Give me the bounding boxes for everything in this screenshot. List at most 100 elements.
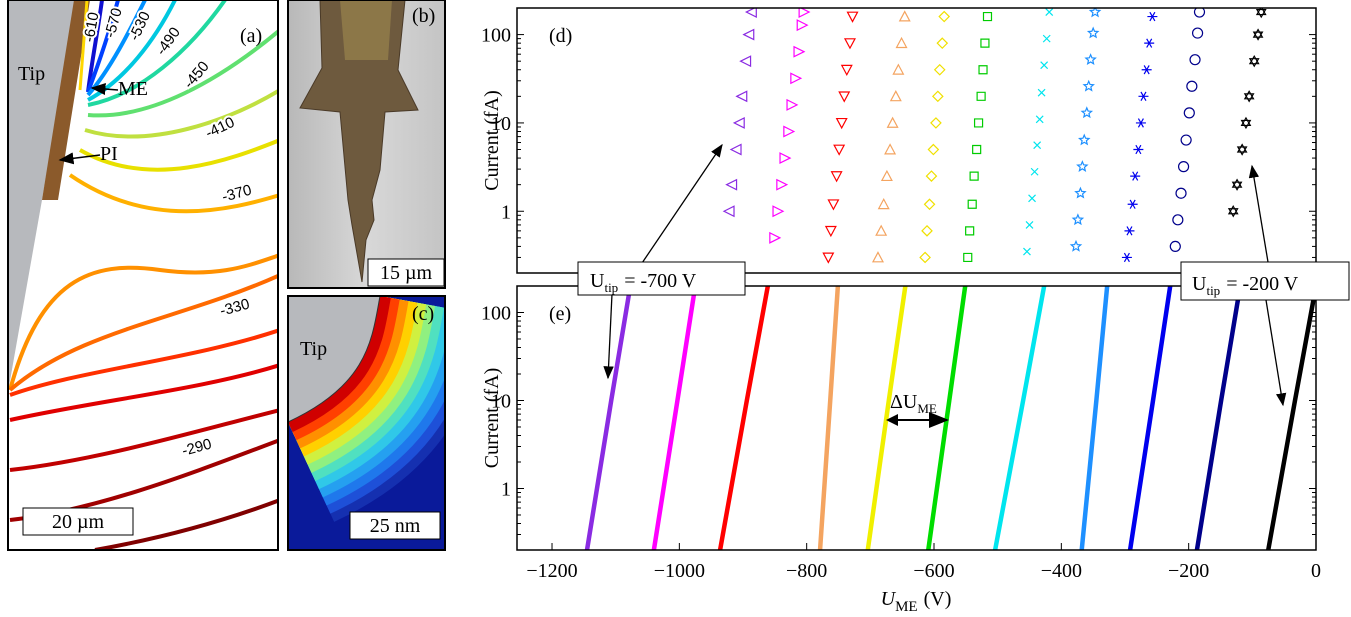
figure: Tip ME PI (a) -610-570-530-490-450-410-3… <box>0 0 1351 617</box>
marker <box>1147 12 1157 21</box>
marker <box>964 253 972 261</box>
curve <box>868 286 906 550</box>
marker <box>1078 162 1088 171</box>
delta-label-sub: ME <box>917 401 937 416</box>
delta-label: ΔUME <box>890 391 937 416</box>
series-group <box>587 286 1316 550</box>
marker <box>897 38 907 47</box>
marker <box>876 226 886 235</box>
marker <box>770 233 780 243</box>
marker <box>1086 55 1096 64</box>
marker <box>1130 172 1140 181</box>
marker <box>1136 119 1146 128</box>
marker <box>1046 9 1053 16</box>
marker <box>1128 200 1138 209</box>
x-tick-label: −1000 <box>654 560 705 582</box>
marker <box>979 66 987 74</box>
marker <box>1038 89 1045 96</box>
curve <box>995 286 1044 550</box>
marker <box>727 180 737 190</box>
marker <box>1142 65 1152 74</box>
scale-label: 15 µm <box>380 262 433 284</box>
marker <box>970 172 978 180</box>
marker <box>885 145 895 154</box>
plot-frame <box>517 8 1316 273</box>
marker <box>873 252 883 261</box>
marker <box>794 47 804 57</box>
marker <box>1250 56 1259 66</box>
delta-label-base: ΔU <box>890 391 918 413</box>
marker <box>787 100 797 110</box>
marker <box>882 171 892 180</box>
marker <box>791 73 801 83</box>
marker <box>1193 28 1203 38</box>
panel-label: (a) <box>240 25 262 47</box>
annotation-base: U <box>1192 273 1207 295</box>
me-label: ME <box>118 78 148 100</box>
marker <box>977 92 985 100</box>
marker <box>823 253 833 262</box>
x-tick-label: −200 <box>1168 560 1209 582</box>
marker <box>1082 108 1092 117</box>
marker <box>777 180 787 190</box>
marker <box>937 38 947 48</box>
marker <box>922 226 932 236</box>
annotation-base: U <box>590 270 605 292</box>
marker <box>928 145 938 155</box>
marker <box>1233 180 1242 190</box>
marker <box>975 119 983 127</box>
marker <box>1184 108 1194 118</box>
marker <box>925 199 935 209</box>
marker <box>1084 81 1094 90</box>
x-tick-label: −400 <box>1041 560 1082 582</box>
annotation-sub: tip <box>604 280 618 295</box>
marker <box>734 118 744 128</box>
x-tick-label: −800 <box>786 560 827 582</box>
x-axis-label: UME(V) <box>881 588 952 615</box>
marker <box>879 199 889 208</box>
x-tick-label: −1200 <box>526 560 577 582</box>
marker <box>724 206 734 216</box>
marker <box>744 30 754 40</box>
curve <box>820 286 838 550</box>
marker <box>1041 62 1048 69</box>
marker <box>780 153 790 163</box>
marker <box>939 12 949 22</box>
annotation-text: = -700 V <box>624 270 697 292</box>
marker <box>1034 142 1041 149</box>
marker <box>741 56 751 66</box>
marker <box>1133 145 1143 154</box>
marker <box>920 252 930 262</box>
marker <box>1229 206 1238 216</box>
marker <box>981 39 989 47</box>
marker <box>1238 145 1247 155</box>
marker <box>842 65 852 74</box>
marker <box>900 12 910 21</box>
marker <box>968 200 976 208</box>
marker <box>1245 91 1254 101</box>
marker <box>1170 241 1180 251</box>
scale-label: 25 nm <box>370 515 421 537</box>
marker <box>1181 135 1191 145</box>
marker <box>1073 215 1083 224</box>
marker <box>888 118 898 127</box>
marker <box>1138 92 1148 101</box>
marker <box>832 172 842 181</box>
marker <box>1023 248 1030 255</box>
marker <box>1076 188 1086 197</box>
marker <box>933 91 943 101</box>
marker <box>973 146 981 154</box>
curve <box>928 286 965 550</box>
marker <box>891 91 901 100</box>
x-tick-label: −600 <box>913 560 954 582</box>
marker <box>1036 116 1043 123</box>
marker <box>1026 221 1033 228</box>
tip-label: Tip <box>18 63 45 85</box>
plot-panel: 110100−1200−1000−800−600−400−2000Current… <box>481 286 1321 615</box>
marker <box>935 65 945 75</box>
marker <box>1124 227 1134 236</box>
marker <box>731 145 741 155</box>
curve <box>587 286 630 550</box>
marker <box>931 118 941 128</box>
